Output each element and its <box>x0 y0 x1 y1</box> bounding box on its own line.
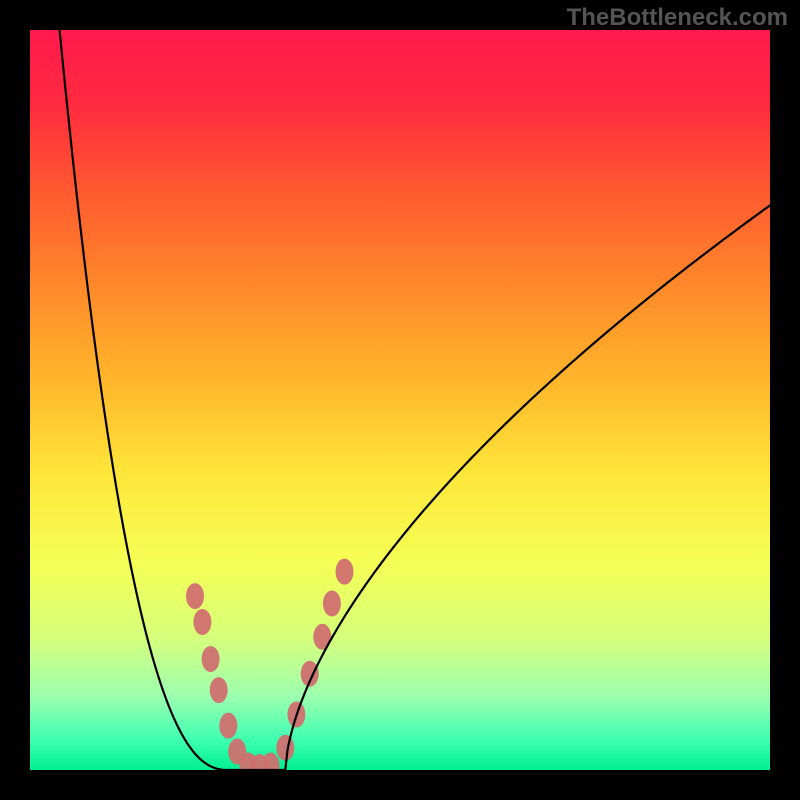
curve-dot <box>193 609 211 635</box>
curve-dot <box>323 591 341 617</box>
curve-dot <box>202 646 220 672</box>
curve-dot <box>186 583 204 609</box>
watermark-text: TheBottleneck.com <box>567 4 788 32</box>
plot-area <box>30 30 770 770</box>
curve-dot <box>219 713 237 739</box>
curve-dot <box>336 559 354 585</box>
chart-outer: TheBottleneck.com <box>0 0 800 800</box>
plot-svg <box>30 30 770 770</box>
gradient-background <box>30 30 770 770</box>
curve-dot <box>276 735 294 761</box>
curve-dot <box>210 677 228 703</box>
